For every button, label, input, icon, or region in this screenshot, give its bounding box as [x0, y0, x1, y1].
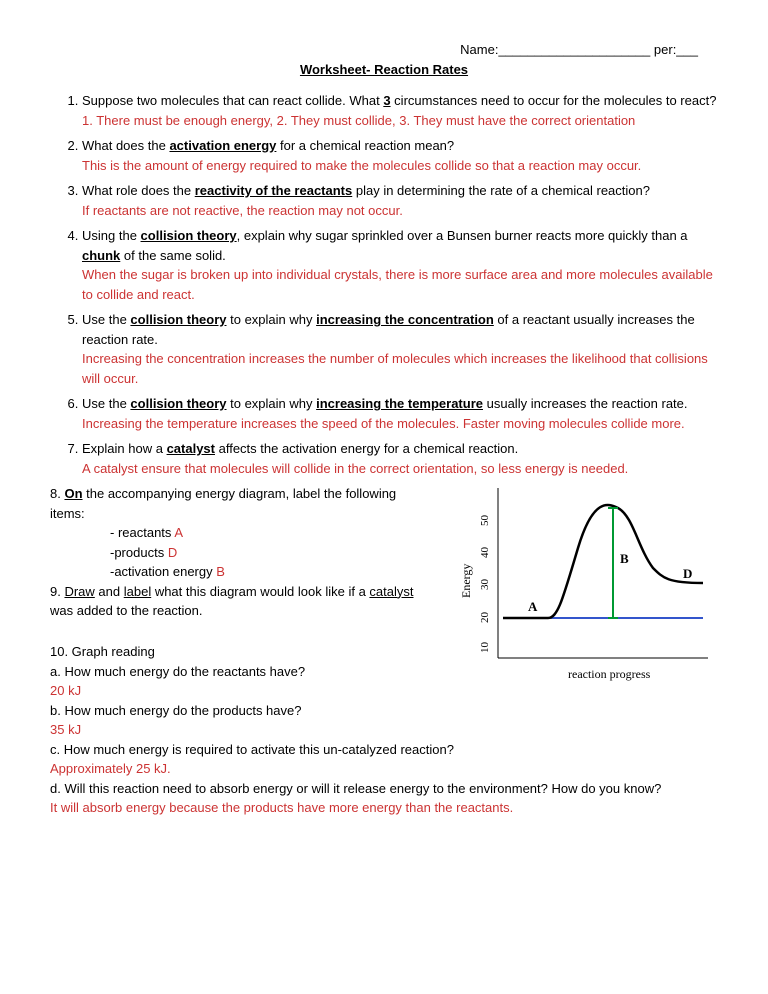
q4-text-a: Using the [82, 228, 141, 243]
q10a: a. How much energy do the reactants have… [50, 662, 420, 682]
q6-inc: increasing the temperature [316, 396, 483, 411]
svg-text:10: 10 [479, 642, 491, 654]
q9-and: and [95, 584, 124, 599]
q10-num: 10. Graph reading [50, 642, 420, 662]
q5-inc: increasing the concentration [316, 312, 494, 327]
q6-text-a: Use the [82, 396, 130, 411]
q8-num: 8. [50, 486, 64, 501]
q8-items: - reactants A -products D -activation en… [50, 523, 420, 582]
name-label: Name:_____________________ [460, 42, 650, 57]
q10b-answer: 35 kJ [50, 720, 420, 740]
q2-text-a: What does the [82, 138, 169, 153]
q9-num: 9. [50, 584, 64, 599]
svg-text:20: 20 [479, 612, 491, 624]
q10c-answer: Approximately 25 kJ. [50, 759, 718, 779]
q5: Use the collision theory to explain why … [82, 310, 718, 388]
q1-text-b: circumstances need to occur for the mole… [391, 93, 717, 108]
q8-r3b: B [216, 564, 225, 579]
q1: Suppose two molecules that can react col… [82, 91, 718, 130]
q7-text-a: Explain how a [82, 441, 167, 456]
q10d-answer: It will absorb energy because the produc… [50, 798, 718, 818]
q9-text-b: was added to the reaction. [50, 603, 203, 618]
per-label: per:___ [654, 42, 698, 57]
svg-text:reaction progress: reaction progress [568, 667, 651, 681]
q3-text-a: What role does the [82, 183, 195, 198]
q3-text-b: play in determining the rate of a chemic… [352, 183, 650, 198]
q8-r3a: -activation energy [110, 564, 216, 579]
q4-text-b: , explain why sugar sprinkled over a Bun… [237, 228, 688, 243]
q4-text-c: of the same solid. [120, 248, 226, 263]
q9-text-a: what this diagram would look like if a [151, 584, 369, 599]
q9-draw: Draw [64, 584, 94, 599]
q1-text-a: Suppose two molecules that can react col… [82, 93, 383, 108]
q6-text-c: usually increases the reaction rate. [483, 396, 688, 411]
q8-text: the accompanying energy diagram, label t… [50, 486, 396, 521]
q6: Use the collision theory to explain why … [82, 394, 718, 433]
header-name-per: Name:_____________________ per:___ [50, 40, 698, 60]
q8-r2a: -products [110, 545, 168, 560]
question-list: Suppose two molecules that can react col… [50, 91, 718, 478]
q9-cat: catalyst [369, 584, 413, 599]
q8: 8. On the accompanying energy diagram, l… [50, 484, 420, 523]
q9-label: label [124, 584, 151, 599]
svg-text:D: D [683, 566, 692, 581]
q5-text-a: Use the [82, 312, 130, 327]
q4: Using the collision theory, explain why … [82, 226, 718, 304]
q6-term: collision theory [130, 396, 226, 411]
q10d: d. Will this reaction need to absorb ene… [50, 779, 718, 799]
q8-on: On [64, 486, 82, 501]
q7-text-b: affects the activation energy for a chem… [215, 441, 518, 456]
q4-chunk: chunk [82, 248, 120, 263]
q2: What does the activation energy for a ch… [82, 136, 718, 175]
q8-r1a: - reactants [110, 525, 174, 540]
q4-term: collision theory [141, 228, 237, 243]
q1-answer: 1. There must be enough energy, 2. They … [82, 113, 635, 128]
q8-q9-block: 8. On the accompanying energy diagram, l… [50, 484, 420, 740]
q2-term: activation energy [169, 138, 276, 153]
q6-answer: Increasing the temperature increases the… [82, 416, 685, 431]
q4-answer: When the sugar is broken up into individ… [82, 267, 713, 302]
q10c: c. How much energy is required to activa… [50, 740, 718, 760]
q10a-answer: 20 kJ [50, 681, 420, 701]
worksheet-title: Worksheet- Reaction Rates [50, 60, 718, 80]
q7: Explain how a catalyst affects the activ… [82, 439, 718, 478]
svg-text:30: 30 [479, 579, 491, 591]
q3-answer: If reactants are not reactive, the react… [82, 203, 403, 218]
q8-r2b: D [168, 545, 177, 560]
q5-term: collision theory [130, 312, 226, 327]
svg-text:Energy: Energy [459, 564, 473, 598]
q6-text-b: to explain why [227, 396, 317, 411]
q7-answer: A catalyst ensure that molecules will co… [82, 461, 628, 476]
q5-text-b: to explain why [227, 312, 317, 327]
q3: What role does the reactivity of the rea… [82, 181, 718, 220]
q1-three: 3 [383, 93, 390, 108]
q10b: b. How much energy do the products have? [50, 701, 420, 721]
q5-answer: Increasing the concentration increases t… [82, 351, 708, 386]
q9: 9. Draw and label what this diagram woul… [50, 582, 420, 621]
svg-text:40: 40 [479, 547, 491, 559]
q8-r1b: A [174, 525, 183, 540]
q7-term: catalyst [167, 441, 215, 456]
svg-text:50: 50 [479, 515, 491, 527]
svg-text:A: A [528, 599, 538, 614]
energy-diagram: 10 20 30 40 50 Energy A B D reaction pro… [458, 478, 718, 694]
q2-text-b: for a chemical reaction mean? [276, 138, 454, 153]
q3-term: reactivity of the reactants [195, 183, 353, 198]
q2-answer: This is the amount of energy required to… [82, 158, 641, 173]
svg-text:B: B [620, 551, 629, 566]
